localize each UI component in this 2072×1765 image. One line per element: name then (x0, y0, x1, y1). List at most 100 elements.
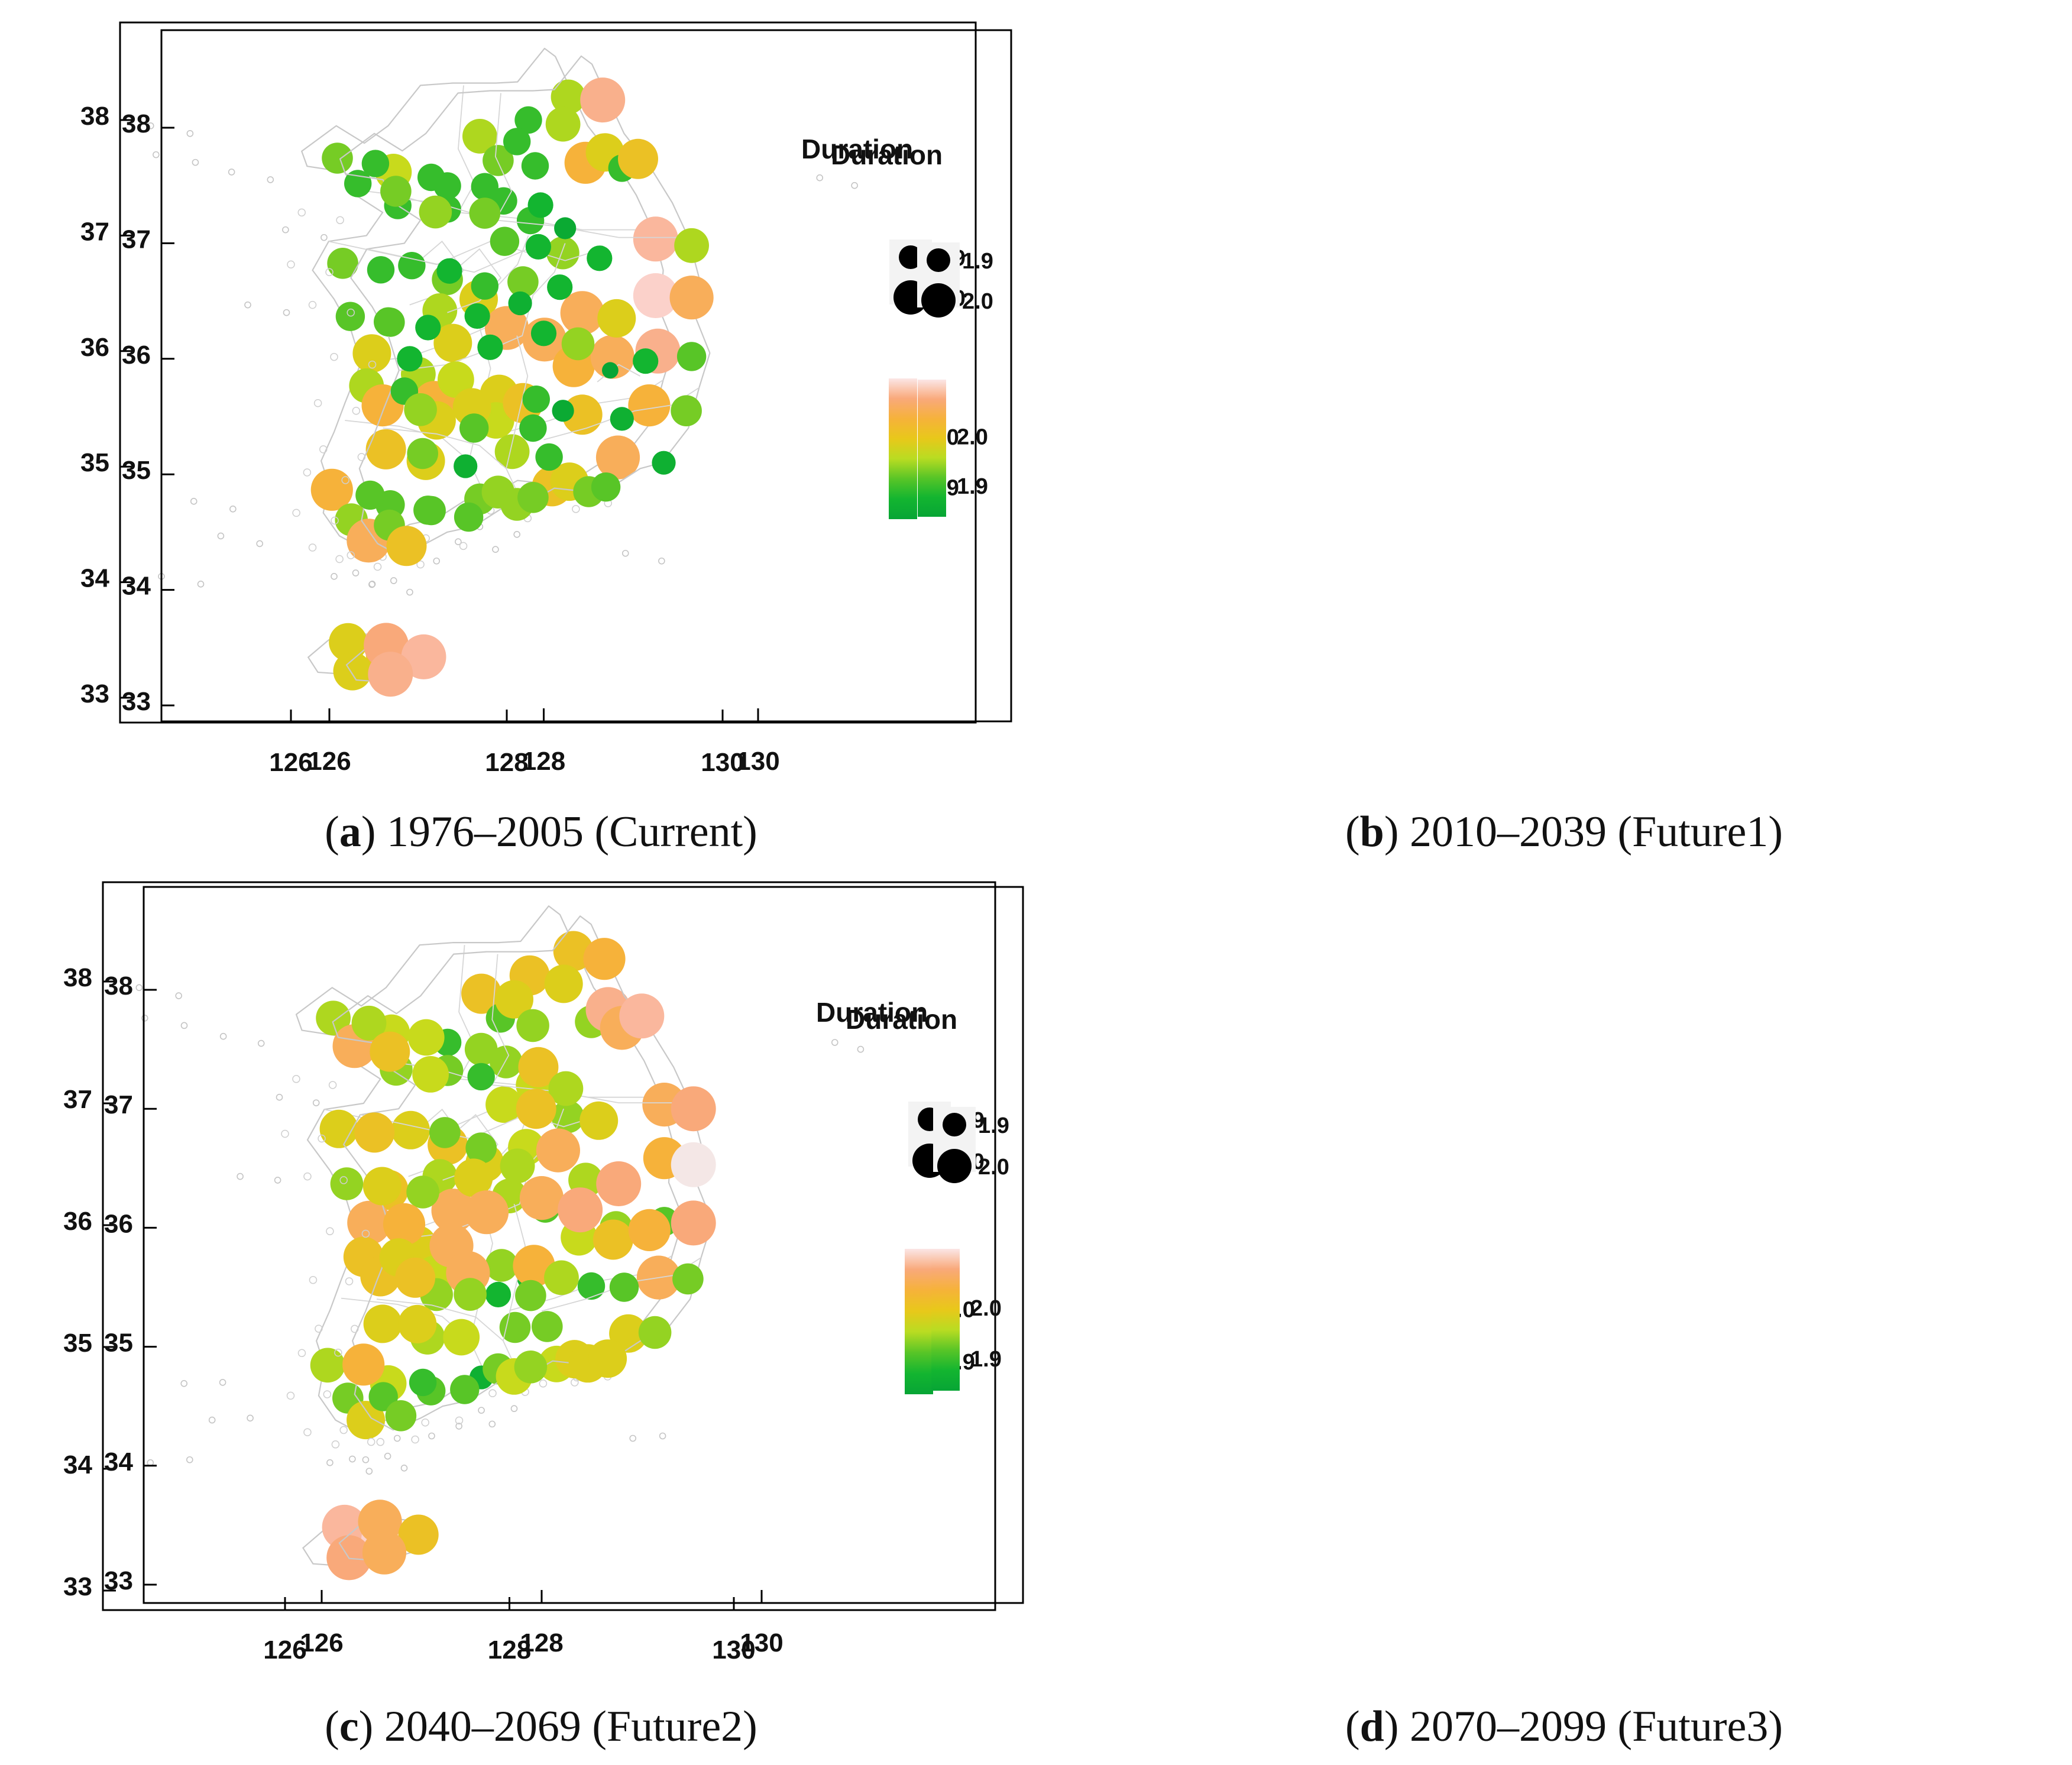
island-outline (180, 1379, 188, 1387)
station-marker (454, 1278, 487, 1311)
size-legend-marker-large (937, 1149, 972, 1183)
station-marker (362, 1167, 402, 1206)
island-outline (308, 300, 317, 309)
y-tick-label: 34 (63, 1450, 92, 1479)
axes: 38 37 36 35 34 33 126 128 130 (63, 963, 756, 1664)
size-legend-marker-small (899, 245, 922, 269)
legend-title: Duration (846, 1004, 957, 1035)
map-panel-d: 38 37 36 35 34 33 126 128 130 Duration 1.9 2.0 2.0 1.… (104, 881, 2072, 1765)
y-tick-label: 38 (104, 971, 133, 1000)
y-tick-label: 35 (80, 448, 109, 477)
station-marker (385, 1400, 417, 1432)
station-marker (618, 138, 658, 179)
island-outline (816, 174, 824, 182)
y-tick-label: 35 (63, 1329, 92, 1358)
station-marker (354, 1112, 395, 1153)
peninsula-outline (339, 55, 711, 556)
x-tick-label: 130 (712, 1636, 755, 1664)
station-marker (519, 1176, 564, 1220)
station-marker (363, 1304, 402, 1343)
legend: Duration 1.9 2.0 2.0 1.9 (846, 1004, 1009, 1391)
y-tick-label: 37 (80, 217, 109, 246)
y-tick-label: 36 (122, 341, 151, 370)
y-tick-label: 34 (104, 1447, 133, 1476)
y-tick-label: 36 (104, 1209, 133, 1238)
station-marker (579, 1101, 619, 1140)
island-outline (357, 453, 366, 461)
y-tick-label: 35 (122, 456, 151, 485)
y-tick-label: 33 (104, 1566, 133, 1595)
y-tick-label: 38 (122, 109, 151, 138)
map-frame (119, 21, 977, 724)
island-outline (347, 308, 355, 317)
y-tick-label: 37 (122, 225, 151, 254)
station-marker (319, 1109, 358, 1148)
island-outline (330, 352, 338, 361)
station-marker (471, 272, 498, 300)
station-marker (386, 526, 427, 566)
y-tick-label: 38 (63, 963, 92, 992)
size-legend-marker-small (927, 248, 950, 272)
y-tick-label: 33 (80, 679, 109, 708)
island-outline (315, 1324, 323, 1333)
station-marker (398, 1514, 439, 1555)
station-marker (407, 1019, 445, 1056)
map-frame (143, 886, 1024, 1604)
y-tick-label: 34 (80, 564, 109, 593)
station-marker (443, 1319, 480, 1356)
island-outline (488, 1389, 497, 1398)
island-outline (492, 546, 499, 553)
map-frame (102, 881, 996, 1611)
station-marker (638, 1316, 672, 1349)
island-outline (433, 557, 441, 565)
y-tick-label: 33 (122, 687, 151, 716)
station-marker (587, 245, 613, 271)
island-outline (336, 216, 344, 225)
island-outline (313, 399, 322, 407)
island-outline (341, 476, 349, 484)
island-outline (539, 1379, 548, 1388)
y-tick-label: 36 (63, 1207, 92, 1236)
province-boundary (506, 335, 529, 469)
legend-title: Duration (831, 140, 943, 170)
province-boundary (494, 93, 513, 221)
station-marker (562, 394, 603, 435)
station-marker (483, 145, 514, 176)
island-outline (318, 1134, 326, 1143)
map-svg: 38 37 36 35 34 33 126 128 130 Duration 1.9 2.0 2.0 1.… (122, 29, 1012, 776)
x-tick-label: 128 (522, 747, 565, 776)
station-marker (588, 1339, 627, 1378)
x-tick-label: 126 (269, 748, 312, 777)
station-marker (674, 228, 709, 263)
station-marker (477, 334, 503, 360)
island-outline (384, 1452, 391, 1460)
station-marker (503, 128, 531, 156)
y-tick-label: 37 (104, 1090, 133, 1119)
island-outline (334, 1348, 342, 1357)
station-marker (628, 384, 671, 427)
station-marker (316, 1000, 351, 1036)
station-marker (546, 236, 579, 270)
map-svg: 38 37 36 35 34 33 126 128 130 Duration 1.9 2.0 2.0 1.… (104, 886, 1024, 1657)
island-outline (331, 573, 338, 580)
island-outline (365, 1468, 373, 1475)
station-marker (398, 1304, 437, 1343)
island-outline (328, 1081, 337, 1089)
island-outline (141, 1015, 148, 1022)
x-tick-label: 126 (300, 1628, 343, 1657)
station-marker (499, 1311, 531, 1343)
station-marker (454, 502, 484, 532)
color-legend-label-low: 1.9 (957, 474, 988, 499)
station-marker (671, 395, 702, 426)
station-marker (462, 119, 497, 154)
legend-title: Duration (816, 997, 928, 1028)
station-marker (515, 1280, 546, 1311)
y-tick-label: 33 (63, 1572, 92, 1601)
size-legend-label-small: 1.9 (962, 249, 993, 274)
station-marker (490, 226, 520, 256)
x-tick-label: 128 (520, 1628, 563, 1657)
station-marker (516, 1089, 556, 1129)
x-tick-label: 128 (485, 748, 528, 777)
station-marker (602, 362, 619, 379)
island-outline (459, 542, 468, 550)
